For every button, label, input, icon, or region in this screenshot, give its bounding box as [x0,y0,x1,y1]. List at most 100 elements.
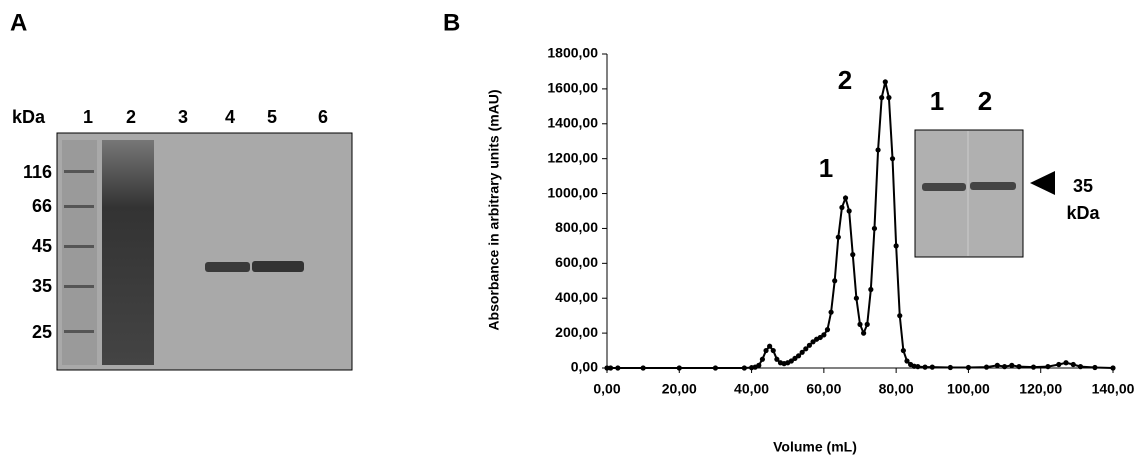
data-point [1030,364,1037,370]
data-point [792,355,798,362]
marker-label: 25 [32,322,52,342]
y-tick-label: 1200,00 [547,149,598,165]
band [64,285,94,288]
lane-label: 2 [126,107,136,127]
band [64,205,94,208]
band [64,245,94,248]
y-tick-label: 1600,00 [547,80,598,96]
y-tick-label: 800,00 [555,219,598,235]
data-point [821,332,827,338]
data-point [828,309,834,315]
marker-label: 35 [32,276,52,296]
x-tick-label: 40,00 [734,381,769,397]
data-point [788,358,794,364]
data-point [879,95,885,101]
peak-label: 2 [838,65,852,95]
data-point [875,147,881,153]
x-axis-title: Volume (mL) [773,439,857,455]
x-tick-label: 60,00 [806,381,841,397]
data-point [824,327,831,333]
data-point [741,365,747,371]
arrow [1030,171,1055,195]
data-point [947,364,953,371]
data-point [774,356,780,362]
inset-size-label: 35 [1073,176,1093,196]
data-point [850,252,856,258]
inset-unit-label: kDa [1066,203,1100,223]
data-point [853,295,859,301]
data-point [608,365,614,371]
inset-gel [914,129,1024,258]
y-tick-label: 1000,00 [547,184,598,200]
data-point [806,342,813,348]
data-point [871,225,878,232]
inset-lane-label: 2 [978,86,992,116]
x-tick-label: 20,00 [662,381,697,397]
peak-label: 1 [819,153,833,183]
data-point [868,286,874,293]
x-tick-label: 100,00 [947,381,990,397]
data-point [915,364,921,370]
gel [56,132,353,371]
data-point [799,349,805,355]
data-point [882,79,888,85]
y-axis-title: Absorbance in arbitrary units (mAU) [486,89,502,330]
x-tick-label: 140,00 [1092,381,1135,397]
x-tick-label: 120,00 [1019,381,1062,397]
data-point [803,346,809,352]
lane-label: 5 [267,107,277,127]
band [252,261,304,272]
data-point [810,339,816,345]
data-point [864,321,870,327]
inset-lane-label: 1 [930,86,944,116]
data-point [994,362,1000,368]
data-point [842,195,849,201]
data-point [889,156,896,162]
data-point [1110,365,1116,371]
data-point [756,362,762,368]
x-tick-label: 0,00 [593,381,620,397]
data-point [1077,364,1084,370]
data-point [1009,362,1015,368]
data-point [604,365,610,371]
y-tick-label: 600,00 [555,254,598,270]
marker-label: 66 [32,196,52,216]
data-point [929,364,935,370]
data-point [1016,364,1022,370]
y-tick-label: 200,00 [555,324,598,340]
inset [914,129,1055,258]
data-point [983,364,990,370]
lane-label: 4 [225,107,235,127]
data-point [1001,364,1008,370]
y-tick-label: 0,00 [571,359,598,375]
marker-label: 45 [32,236,52,256]
data-point [1092,364,1098,371]
band [205,262,250,272]
data-point [832,278,838,284]
lane-label: 6 [318,107,328,127]
y-tick-label: 1400,00 [547,114,598,130]
data-point [900,347,906,354]
data-point [839,204,845,211]
panel-letter: B [443,9,460,36]
data-point [861,330,867,336]
data-point [795,353,802,359]
data-point [857,321,863,327]
data-point [759,356,766,362]
data-point [846,208,852,214]
y-tick-label: 1800,00 [547,45,598,61]
unit-label: kDa [12,107,46,127]
data-point [904,358,910,364]
data-point [835,234,841,240]
lane-smear [102,140,154,365]
data-point [712,365,719,371]
band [922,183,966,191]
data-point [897,313,903,319]
data-point [965,364,972,371]
panel-letter: A [10,9,27,36]
data-point [763,347,769,354]
data-point [817,334,823,341]
lane-label: 1 [83,107,93,127]
data-point [1063,360,1069,366]
